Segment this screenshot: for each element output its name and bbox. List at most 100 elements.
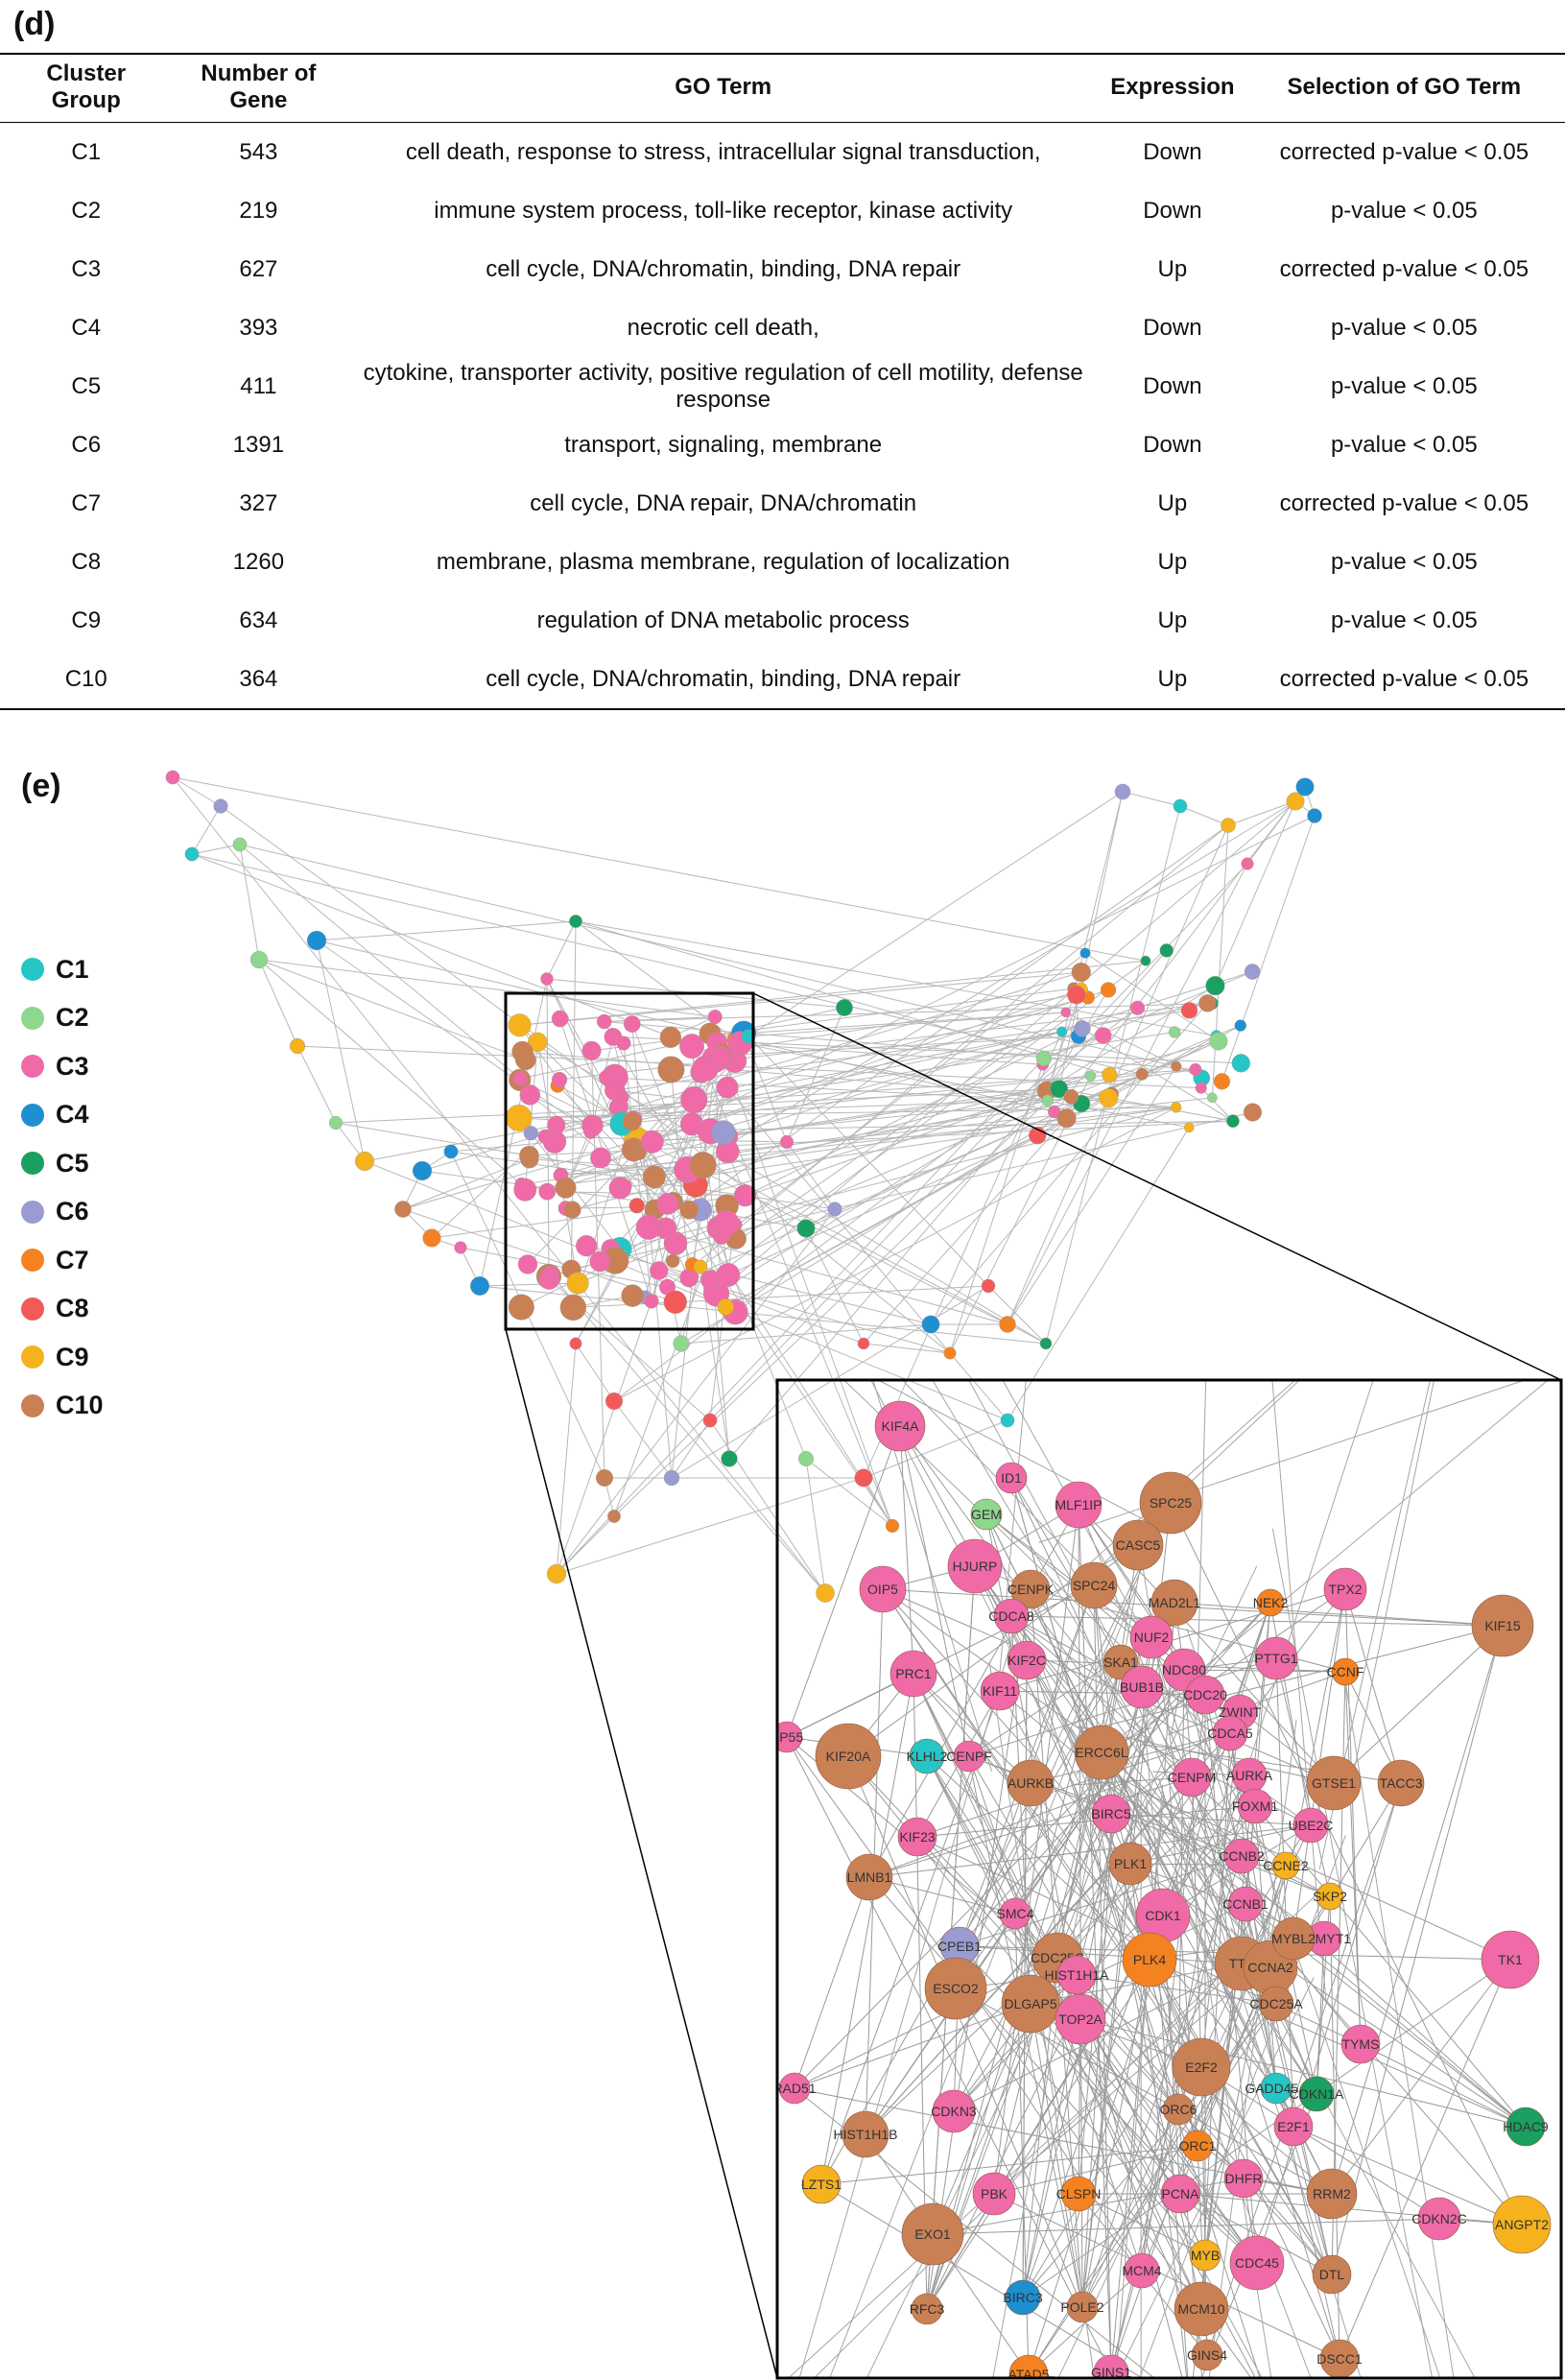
- gene-node-gem[interactable]: GEM: [970, 1498, 1003, 1531]
- gene-node-label: TPX2: [1328, 1582, 1362, 1597]
- gene-node-lzts1[interactable]: LZTS1: [801, 2164, 842, 2204]
- gene-node-myb[interactable]: MYB: [1189, 2239, 1221, 2272]
- gene-node-gadd45a[interactable]: GADD45A: [1245, 2072, 1308, 2105]
- overview-gene-node: [605, 1080, 626, 1101]
- gene-node-mybl2[interactable]: MYBL2: [1271, 1916, 1316, 1961]
- gene-node-orc6[interactable]: ORC6: [1160, 2093, 1197, 2126]
- gene-node-dlgap5[interactable]: DLGAP5: [1001, 1974, 1060, 2034]
- gene-node-nek2[interactable]: NEK2: [1253, 1588, 1289, 1617]
- gene-node-kif11[interactable]: KIF11: [980, 1671, 1020, 1711]
- gene-node-cdc45[interactable]: CDC45: [1229, 2235, 1285, 2291]
- gene-node-ercc6l[interactable]: ERCC6L: [1074, 1725, 1129, 1780]
- gene-node-pcna[interactable]: PCNA: [1160, 2174, 1200, 2214]
- gene-node-bub1b[interactable]: BUB1B: [1120, 1665, 1164, 1709]
- gene-node-pbk[interactable]: PBK: [972, 2172, 1016, 2216]
- gene-node-atad5[interactable]: ATAD5: [1008, 2354, 1050, 2380]
- gene-node-hjurp[interactable]: HJURP: [947, 1538, 1003, 1594]
- gene-node-pole2[interactable]: POLE2: [1060, 2291, 1104, 2323]
- gene-node-cenpm[interactable]: CENPM: [1168, 1757, 1217, 1797]
- gene-node-angpt2[interactable]: ANGPT2: [1492, 2195, 1552, 2254]
- gene-node-rrm2[interactable]: RRM2: [1306, 2168, 1358, 2220]
- gene-count-cell: 327: [239, 489, 278, 516]
- gene-node-circle: [1091, 1794, 1131, 1834]
- gene-node-kif20a[interactable]: KIF20A: [815, 1723, 882, 1790]
- gene-node-cdca8[interactable]: CDCA8: [988, 1598, 1034, 1634]
- gene-node-e2f2[interactable]: E2F2: [1172, 2037, 1231, 2097]
- gene-node-orc1[interactable]: ORC1: [1179, 2130, 1217, 2162]
- gene-node-hdac9[interactable]: HDAC9: [1503, 2106, 1549, 2147]
- gene-node-skp2[interactable]: SKP2: [1313, 1882, 1347, 1911]
- gene-node-clspn[interactable]: CLSPN: [1056, 2176, 1102, 2212]
- gene-node-oip5[interactable]: OIP5: [859, 1565, 907, 1613]
- gene-node-gtse1[interactable]: GTSE1: [1306, 1755, 1362, 1811]
- gene-node-cdkn2c[interactable]: CDKN2C: [1411, 2197, 1467, 2241]
- gene-node-id1[interactable]: ID1: [995, 1462, 1028, 1494]
- gene-node-cenpk[interactable]: CENPK: [1008, 1569, 1055, 1609]
- gene-node-ccnb2[interactable]: CCNB2: [1219, 1838, 1265, 1874]
- gene-node-smc4[interactable]: SMC4: [997, 1897, 1034, 1930]
- gene-node-ube2c[interactable]: UBE2C: [1289, 1807, 1334, 1844]
- gene-node-cpeb1[interactable]: CPEB1: [937, 1926, 982, 1966]
- gene-node-casc5[interactable]: CASC5: [1112, 1519, 1164, 1571]
- gene-node-dtl[interactable]: DTL: [1312, 2254, 1352, 2295]
- gene-node-kif15[interactable]: KIF15: [1471, 1594, 1534, 1657]
- network-edge: [1122, 791, 1181, 807]
- gene-node-tpx2[interactable]: TPX2: [1323, 1567, 1367, 1611]
- gene-node-esco2[interactable]: ESCO2: [924, 1957, 987, 2020]
- gene-node-cdca5[interactable]: CDCA5: [1207, 1715, 1253, 1751]
- gene-node-hist1h1a[interactable]: HIST1H1A: [1045, 1955, 1110, 1995]
- gene-node-label: GINS1: [1091, 2365, 1131, 2380]
- gene-node-cenpf[interactable]: CENPF: [946, 1740, 992, 1773]
- gene-node-nuf2[interactable]: NUF2: [1129, 1615, 1174, 1659]
- gene-node-aurka[interactable]: AURKA: [1226, 1757, 1273, 1794]
- gene-node-gins4[interactable]: GINS4: [1187, 2339, 1227, 2371]
- gene-node-tyms[interactable]: TYMS: [1340, 2024, 1381, 2064]
- gene-node-mlf1ip[interactable]: MLF1IP: [1055, 1481, 1103, 1529]
- gene-node-kif4a[interactable]: KIF4A: [874, 1400, 926, 1452]
- gene-node-label: GEM: [971, 1507, 1002, 1522]
- gene-node-foxm1[interactable]: FOXM1: [1232, 1788, 1278, 1824]
- gene-node-cdc25a[interactable]: CDC25A: [1249, 1986, 1303, 2022]
- gene-node-mcm10[interactable]: MCM10: [1174, 2281, 1229, 2337]
- gene-node-tacc3[interactable]: TACC3: [1377, 1759, 1425, 1807]
- gene-node-e2f1[interactable]: E2F1: [1273, 2106, 1314, 2147]
- gene-node-prc1[interactable]: PRC1: [889, 1650, 937, 1698]
- gene-node-lmnb1[interactable]: LMNB1: [845, 1853, 893, 1901]
- gene-node-rad51[interactable]: RAD51: [772, 2072, 817, 2105]
- gene-node-rfc3[interactable]: RFC3: [910, 2293, 945, 2325]
- gene-node-ccnb1[interactable]: CCNB1: [1222, 1886, 1269, 1922]
- gene-node-circle: [1223, 2158, 1264, 2199]
- gene-node-spc25[interactable]: SPC25: [1139, 1471, 1202, 1535]
- gene-node-top2a[interactable]: TOP2A: [1055, 1993, 1106, 2045]
- gene-node-cdkn1a[interactable]: CDKN1A: [1290, 2076, 1344, 2112]
- gene-node-klhl2[interactable]: KLHL2: [907, 1738, 948, 1774]
- gene-node-tk1[interactable]: TK1: [1481, 1930, 1540, 1989]
- gene-node-pttg1[interactable]: PTTG1: [1254, 1636, 1298, 1680]
- gene-node-spc24[interactable]: SPC24: [1070, 1561, 1118, 1609]
- gene-node-ccnf[interactable]: CCNF: [1327, 1657, 1364, 1686]
- gene-node-circle: [1008, 2354, 1049, 2378]
- gene-node-ep55[interactable]: EP55: [771, 1721, 803, 1753]
- gene-node-mad2l1[interactable]: MAD2L1: [1149, 1579, 1201, 1627]
- gene-node-plk4[interactable]: PLK4: [1122, 1932, 1177, 1987]
- gene-node-kif2c[interactable]: KIF2C: [1007, 1640, 1047, 1680]
- gene-node-hist1h1b[interactable]: HIST1H1B: [834, 2110, 898, 2158]
- gene-node-dscc1[interactable]: DSCC1: [1316, 2339, 1363, 2378]
- gene-node-gins1[interactable]: GINS1: [1091, 2354, 1131, 2380]
- gene-node-plk1[interactable]: PLK1: [1108, 1842, 1152, 1886]
- gene-node-label: CDC25A: [1249, 1996, 1303, 2011]
- gene-node-exo1[interactable]: EXO1: [901, 2202, 964, 2266]
- gene-node-cdkn3[interactable]: CDKN3: [931, 2089, 977, 2133]
- gene-node-birc3[interactable]: BIRC3: [1003, 2279, 1043, 2316]
- gene-node-birc5[interactable]: BIRC5: [1091, 1794, 1131, 1834]
- gene-node-kif23[interactable]: KIF23: [897, 1817, 937, 1857]
- gene-node-aurkb[interactable]: AURKB: [1007, 1759, 1055, 1807]
- network-edge: [1360, 2043, 1527, 2128]
- gene-node-mcm4[interactable]: MCM4: [1122, 2252, 1162, 2289]
- gene-node-circle: [1331, 1657, 1360, 1686]
- gene-node-ccne2[interactable]: CCNE2: [1263, 1851, 1309, 1880]
- gene-node-cdk1[interactable]: CDK1: [1135, 1888, 1191, 1943]
- network-edge: [794, 1957, 1058, 2089]
- gene-node-cdc20[interactable]: CDC20: [1183, 1675, 1227, 1715]
- gene-node-dhfr[interactable]: DHFR: [1223, 2158, 1264, 2199]
